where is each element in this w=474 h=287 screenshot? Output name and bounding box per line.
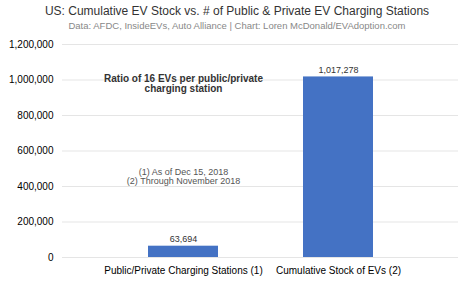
svg-text:800,000: 800,000 bbox=[17, 110, 54, 121]
svg-text:Ratio of 16 EVs per public/pri: Ratio of 16 EVs per public/privatechargi… bbox=[104, 73, 263, 94]
html-text:Data: AFDC, InsideEVs, Auto Al: Data: AFDC, InsideEVs, Auto Alliance | C… bbox=[68, 20, 406, 31]
svg-text:63,694: 63,694 bbox=[170, 234, 198, 244]
html-text:US: Cumulative EV Stock vs. #: US: Cumulative EV Stock vs. # of Public … bbox=[44, 4, 430, 18]
svg-text:1,200,000: 1,200,000 bbox=[9, 39, 54, 50]
svg-text:600,000: 600,000 bbox=[17, 145, 54, 156]
svg-text:(1) As of Dec 15, 2018(2) Thro: (1) As of Dec 15, 2018(2) Through Novemb… bbox=[127, 167, 240, 186]
svg-text:200,000: 200,000 bbox=[17, 216, 54, 227]
svg-text:1,017,278: 1,017,278 bbox=[318, 65, 358, 75]
svg-text:0: 0 bbox=[48, 252, 54, 263]
svg-text:Cumulative Stock of EVs (2): Cumulative Stock of EVs (2) bbox=[276, 265, 401, 276]
svg-text:1,000,000: 1,000,000 bbox=[9, 74, 54, 85]
svg-text:Public/Private Charging Statio: Public/Private Charging Stations (1) bbox=[104, 265, 262, 276]
svg-text:400,000: 400,000 bbox=[17, 181, 54, 192]
